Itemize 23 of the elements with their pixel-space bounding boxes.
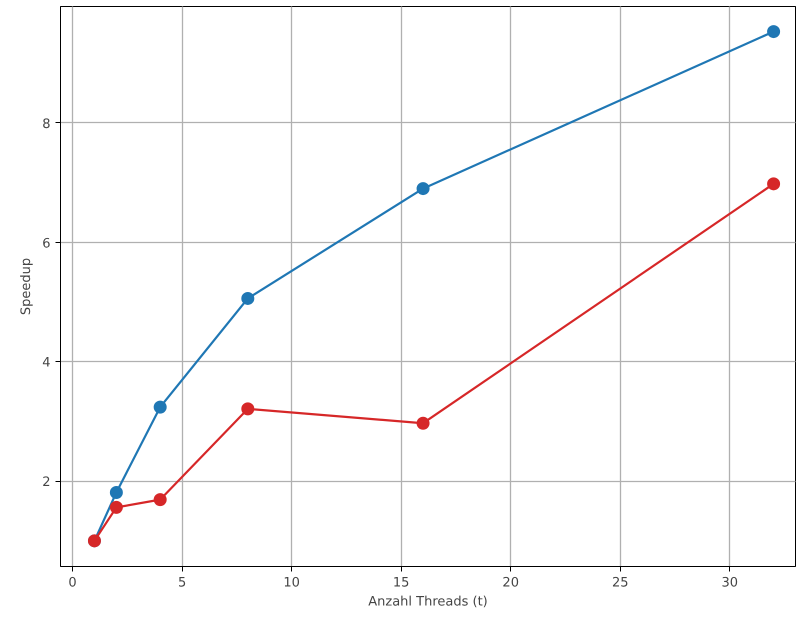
x-tick-label: 5 <box>178 576 186 590</box>
x-tick-label: 30 <box>722 576 738 590</box>
point <box>154 493 167 506</box>
point <box>110 500 123 514</box>
x-tick-label: 25 <box>612 576 629 590</box>
x-tick-label: 15 <box>392 576 410 590</box>
x-tick-label: 10 <box>283 576 300 590</box>
point <box>154 400 167 414</box>
x-tick-label: 0 <box>68 576 77 590</box>
y-tick-label: 4 <box>42 356 51 371</box>
point <box>767 25 780 38</box>
y-tick-label: 6 <box>42 236 51 252</box>
y-tick-label: 8 <box>42 116 51 132</box>
point <box>767 177 780 190</box>
point <box>241 292 254 305</box>
y-axis-title: Speedup <box>19 258 34 316</box>
point <box>416 182 430 196</box>
point <box>241 402 254 416</box>
x-tick-label: 20 <box>502 576 519 590</box>
x-axis-title: Anzahl Threads (t) <box>368 594 488 610</box>
y-tick-label: 2 <box>42 475 51 490</box>
point <box>110 486 123 499</box>
point <box>416 416 430 430</box>
